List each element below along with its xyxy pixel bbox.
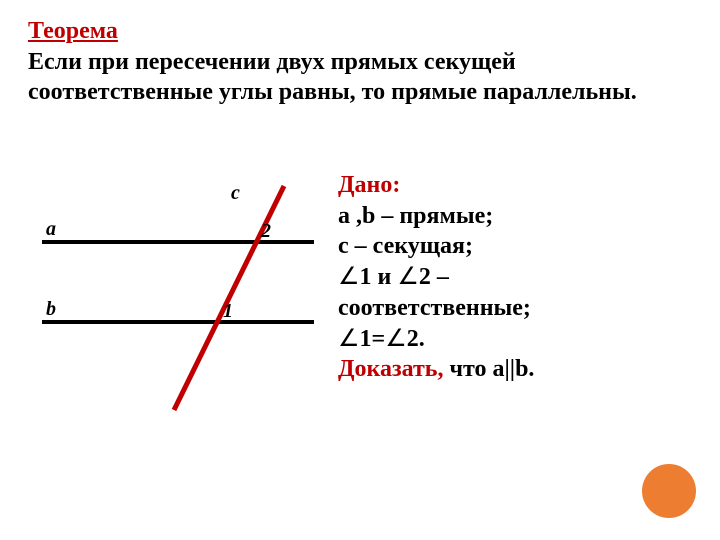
slide-badge — [642, 464, 696, 518]
label-b: b — [46, 298, 56, 321]
theorem-title: Теорема — [28, 18, 692, 45]
label-a: a — [46, 218, 56, 241]
diagram: a b c 2 1 — [28, 170, 328, 450]
angle-icon: ∠ — [338, 324, 360, 355]
given-line-1: a ,b – прямые; — [338, 203, 493, 229]
given-line-3: ∠1 и ∠2 – — [338, 264, 449, 290]
given-line-4: соответственные; — [338, 295, 531, 321]
given-line-2: с – секущая; — [338, 233, 473, 259]
label-angle-1: 1 — [223, 300, 233, 323]
slide: Теорема Если при пересечении двух прямых… — [0, 0, 720, 540]
given-line-5: ∠1=∠2. — [338, 326, 425, 352]
angle-icon: ∠ — [338, 262, 360, 293]
content-area: a b c 2 1 Дано: a ,b – прямые; с – секущ… — [28, 170, 692, 500]
label-c: c — [231, 182, 240, 205]
prove-label: Доказать, — [338, 356, 443, 382]
theorem-text: Если при пересечении двух прямых секущей… — [28, 47, 692, 107]
angle-icon: ∠ — [397, 262, 419, 293]
label-angle-2: 2 — [261, 220, 271, 243]
angle-icon: ∠ — [385, 324, 407, 355]
given-block: Дано: a ,b – прямые; с – секущая; ∠1 и ∠… — [338, 170, 708, 385]
given-heading: Дано: — [338, 172, 400, 198]
diagram-svg — [28, 170, 328, 450]
prove-rest: что a||b. — [443, 356, 534, 382]
